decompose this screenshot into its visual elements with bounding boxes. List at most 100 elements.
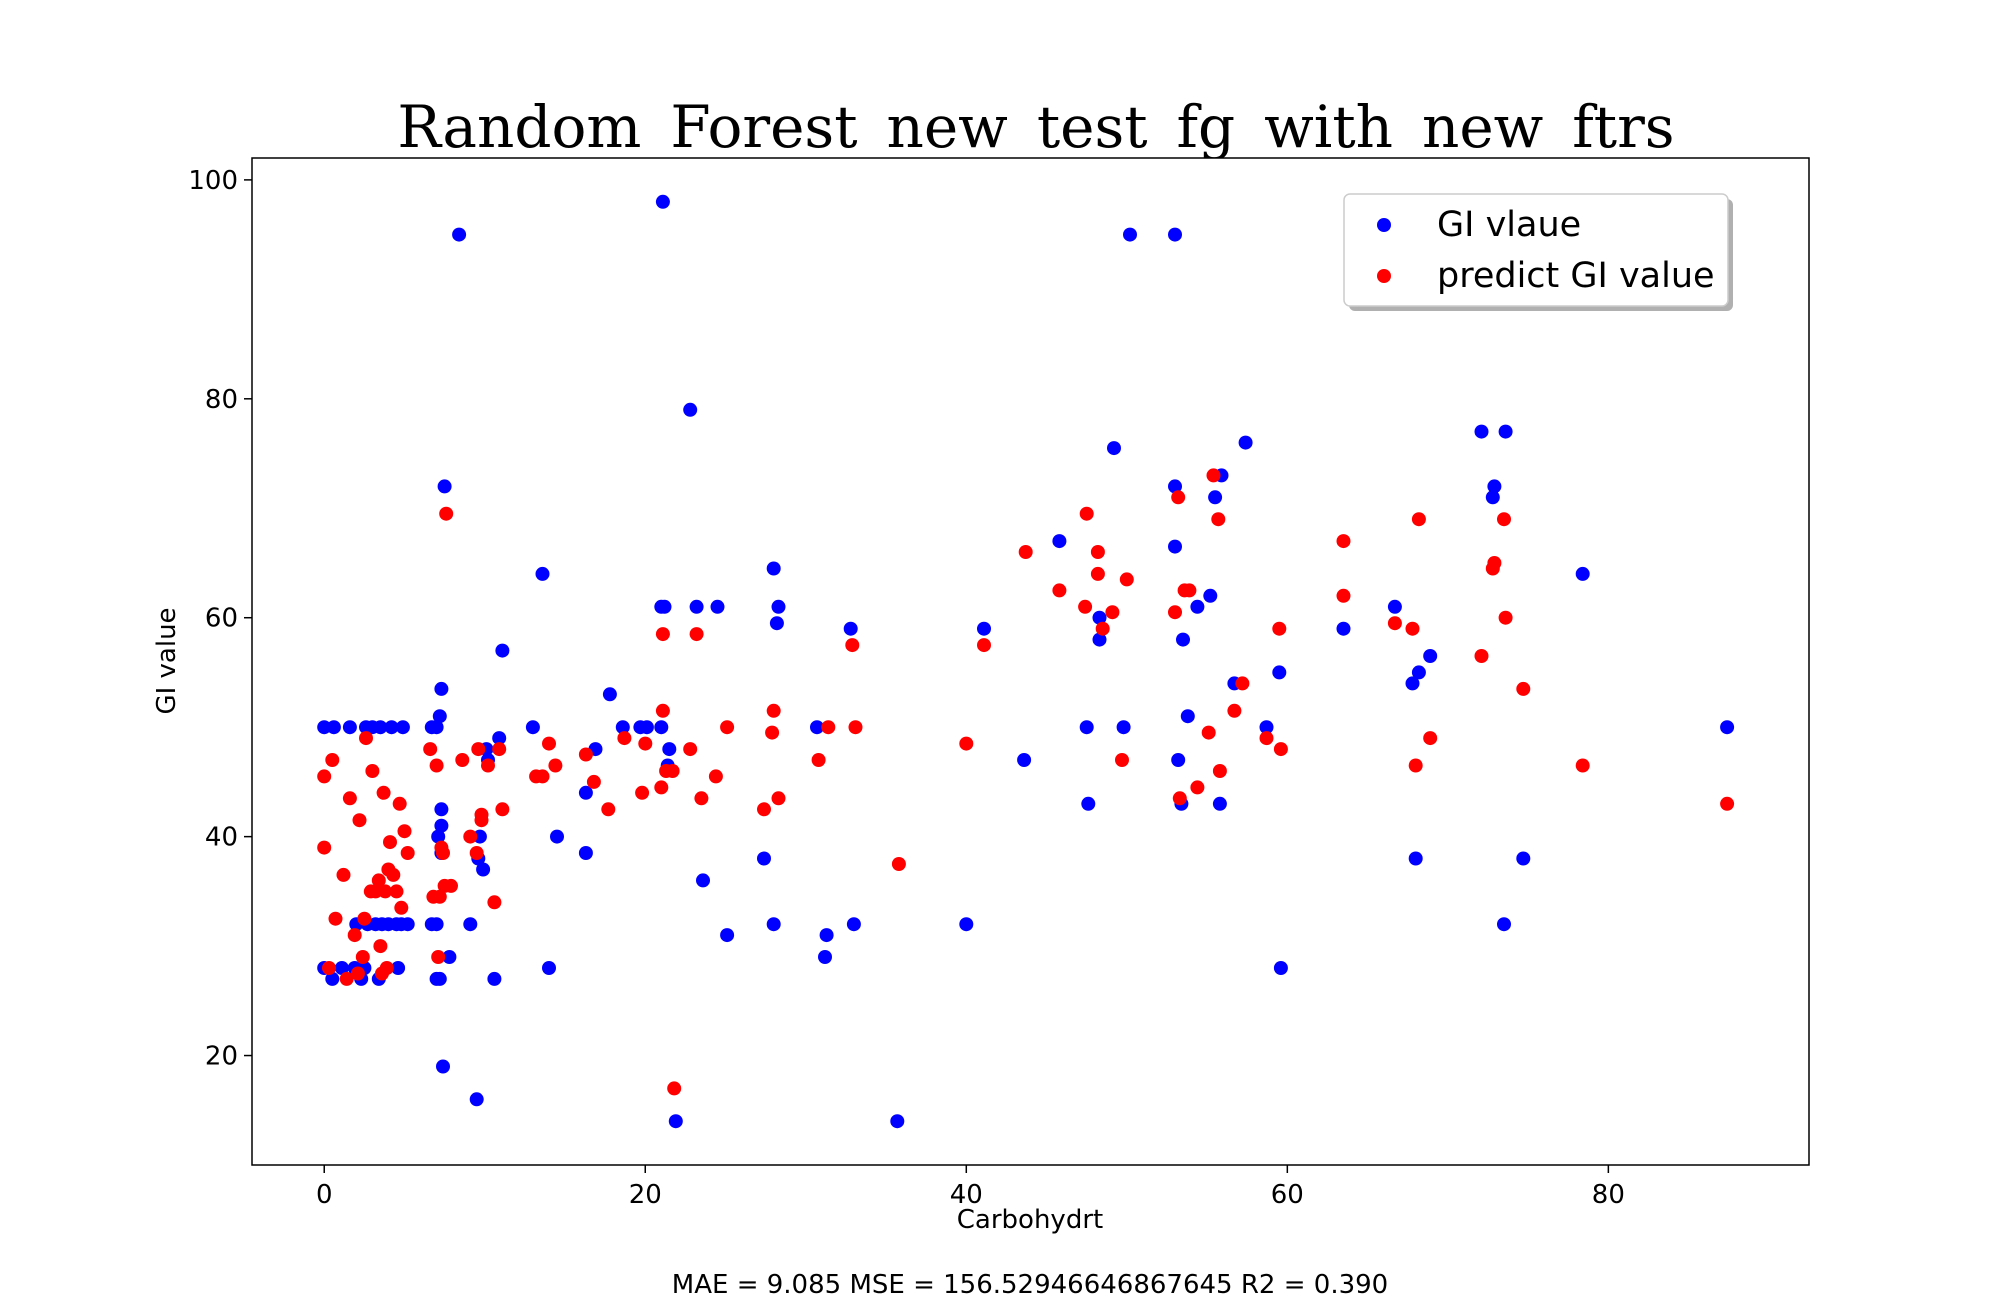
point-predict-gi-value bbox=[1273, 742, 1288, 757]
point-gi-vlaue bbox=[437, 479, 452, 494]
point-gi-vlaue bbox=[977, 621, 991, 636]
point-gi-vlaue bbox=[434, 802, 449, 817]
point-gi-vlaue bbox=[1423, 649, 1438, 663]
point-predict-gi-value bbox=[1211, 512, 1226, 527]
point-predict-gi-value bbox=[655, 703, 670, 718]
y-tick-label: 40 bbox=[205, 823, 238, 853]
point-gi-vlaue bbox=[1052, 534, 1067, 549]
point-gi-vlaue bbox=[1575, 566, 1590, 581]
point-predict-gi-value bbox=[474, 807, 489, 822]
point-gi-vlaue bbox=[1273, 961, 1288, 975]
point-predict-gi-value bbox=[1212, 764, 1227, 778]
point-gi-vlaue bbox=[1107, 441, 1121, 456]
point-predict-gi-value bbox=[1336, 534, 1351, 549]
point-gi-vlaue bbox=[395, 720, 410, 735]
point-predict-gi-value bbox=[1168, 605, 1182, 620]
y-axis-label: GI value bbox=[152, 607, 182, 714]
x-axis-label: Carbohydrt bbox=[957, 1205, 1103, 1235]
point-predict-gi-value bbox=[1206, 468, 1221, 483]
point-gi-vlaue bbox=[710, 599, 725, 614]
legend-label-gi-value: GI vlaue bbox=[1437, 205, 1581, 245]
point-predict-gi-value bbox=[1336, 588, 1351, 603]
point-predict-gi-value bbox=[757, 802, 771, 817]
point-predict-gi-value bbox=[1498, 610, 1513, 625]
point-predict-gi-value bbox=[1411, 512, 1426, 527]
legend-box bbox=[1343, 193, 1729, 307]
point-predict-gi-value bbox=[542, 736, 556, 751]
legend-marker-gi-value bbox=[1377, 218, 1391, 232]
y-tick-label: 80 bbox=[205, 385, 238, 415]
point-gi-vlaue bbox=[429, 720, 444, 735]
point-gi-vlaue bbox=[655, 194, 670, 209]
metrics-footer: MAE = 9.085 MSE = 156.52946646867645 R2 … bbox=[672, 1270, 1388, 1300]
point-predict-gi-value bbox=[359, 731, 373, 746]
point-gi-vlaue bbox=[766, 561, 781, 576]
point-gi-vlaue bbox=[1081, 796, 1096, 811]
point-predict-gi-value bbox=[471, 742, 486, 757]
point-predict-gi-value bbox=[720, 720, 735, 735]
point-gi-vlaue bbox=[1176, 632, 1190, 647]
point-predict-gi-value bbox=[455, 753, 470, 767]
point-predict-gi-value bbox=[1259, 731, 1274, 746]
point-gi-vlaue bbox=[959, 917, 974, 932]
point-gi-vlaue bbox=[578, 785, 593, 800]
point-predict-gi-value bbox=[317, 769, 332, 784]
point-gi-vlaue bbox=[525, 720, 540, 735]
x-axis: 0 20 40 60 80 bbox=[316, 1165, 1625, 1210]
point-predict-gi-value bbox=[1516, 681, 1531, 696]
point-gi-vlaue bbox=[1497, 917, 1511, 932]
point-gi-vlaue bbox=[1190, 599, 1205, 614]
point-gi-vlaue bbox=[432, 709, 447, 724]
point-predict-gi-value bbox=[1182, 583, 1197, 598]
point-predict-gi-value bbox=[1405, 621, 1420, 636]
point-gi-vlaue bbox=[487, 971, 502, 986]
point-predict-gi-value bbox=[355, 950, 370, 964]
point-gi-vlaue bbox=[818, 950, 832, 964]
point-gi-vlaue bbox=[1180, 709, 1195, 724]
point-predict-gi-value bbox=[463, 829, 478, 844]
point-gi-vlaue bbox=[1720, 720, 1735, 735]
chart-title: Random_Forest_new_test_fg_with_new_ftrs bbox=[397, 93, 1674, 161]
point-predict-gi-value bbox=[339, 971, 354, 986]
point-gi-vlaue bbox=[1259, 720, 1274, 735]
point-predict-gi-value bbox=[322, 961, 336, 975]
point-gi-vlaue bbox=[1272, 665, 1287, 680]
point-gi-vlaue bbox=[452, 227, 467, 242]
point-predict-gi-value bbox=[1272, 621, 1287, 636]
point-predict-gi-value bbox=[1172, 791, 1187, 806]
legend-label-predict-gi-value: predict GI value bbox=[1437, 256, 1715, 296]
point-gi-vlaue bbox=[683, 402, 698, 417]
point-predict-gi-value bbox=[492, 742, 507, 757]
point-gi-vlaue bbox=[1474, 424, 1489, 439]
point-predict-gi-value bbox=[617, 731, 632, 746]
point-predict-gi-value bbox=[586, 774, 601, 789]
point-predict-gi-value bbox=[845, 638, 860, 653]
point-gi-vlaue bbox=[810, 720, 824, 735]
point-gi-vlaue bbox=[662, 742, 677, 757]
point-gi-vlaue bbox=[550, 829, 564, 844]
plot-area bbox=[251, 157, 1810, 1166]
point-gi-vlaue bbox=[1336, 621, 1351, 636]
point-predict-gi-value bbox=[766, 703, 781, 718]
point-gi-vlaue bbox=[819, 928, 834, 943]
point-gi-vlaue bbox=[615, 720, 630, 735]
point-predict-gi-value bbox=[1119, 572, 1134, 587]
point-predict-gi-value bbox=[336, 867, 351, 882]
point-gi-vlaue bbox=[1171, 753, 1186, 767]
point-predict-gi-value bbox=[535, 769, 550, 784]
point-predict-gi-value bbox=[347, 928, 362, 943]
point-gi-vlaue bbox=[542, 961, 556, 975]
point-gi-vlaue bbox=[720, 928, 735, 943]
point-predict-gi-value bbox=[373, 939, 388, 954]
point-gi-vlaue bbox=[325, 971, 340, 986]
point-predict-gi-value bbox=[444, 878, 458, 893]
point-gi-vlaue bbox=[771, 599, 786, 614]
point-predict-gi-value bbox=[429, 758, 444, 773]
point-predict-gi-value bbox=[368, 884, 383, 899]
x-tick-label: 80 bbox=[1592, 1180, 1625, 1210]
point-gi-vlaue bbox=[1208, 490, 1223, 505]
point-gi-vlaue bbox=[1079, 720, 1094, 735]
point-predict-gi-value bbox=[350, 966, 365, 981]
point-predict-gi-value bbox=[1423, 731, 1438, 746]
